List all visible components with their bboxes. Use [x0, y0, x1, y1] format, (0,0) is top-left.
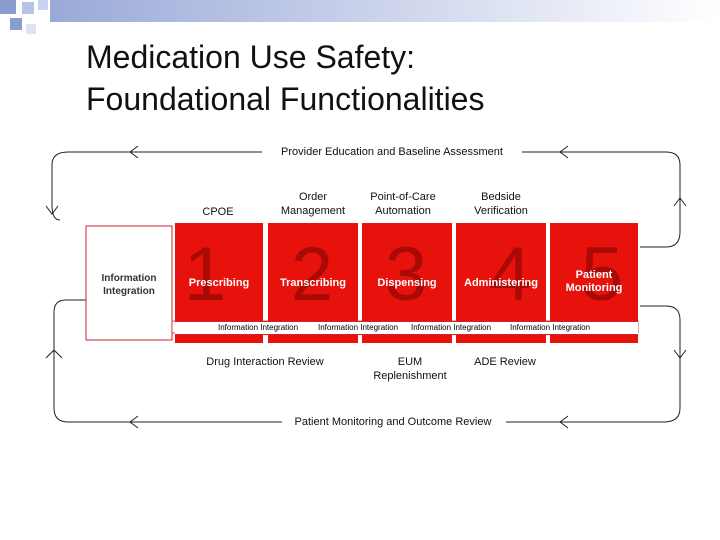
top-item-order-management: Order Management [280, 191, 346, 217]
bottom-item-drug-interaction-review: Drug Interaction Review [206, 356, 324, 368]
stage-label: Patient Monitoring [565, 269, 623, 294]
stage-label: Transcribing [279, 277, 347, 289]
left-box-label: Information Integration [101, 273, 157, 297]
top-item-point-of-care-automation: Point-of-Care Automation [370, 191, 436, 217]
stage-number: 4 [488, 232, 532, 317]
top-loop-label: Provider Education and Baseline Assessme… [281, 146, 503, 158]
stage-number: 1 [183, 232, 227, 317]
bottom-item-eum-replenishment: EUM Replenishment [373, 356, 447, 382]
stage-label: Administering [464, 277, 538, 289]
title-line-1: Medication Use Safety: [86, 39, 416, 75]
integration-label-1: Information Integration [218, 323, 299, 332]
title-line-2: Foundational Functionalities [86, 81, 485, 117]
bottom-item-ade-review: ADE Review [474, 356, 536, 368]
integration-label-2: Information Integration [318, 323, 399, 332]
integration-strip-overlay [175, 321, 638, 335]
header-gradient-bar [50, 0, 720, 22]
page-title: Medication Use Safety: Foundational Func… [86, 36, 484, 120]
top-item-bedside-verification: Bedside Verification [474, 191, 528, 217]
bottom-loop-label: Patient Monitoring and Outcome Review [294, 416, 492, 428]
loop-arrows [45, 145, 687, 429]
stage-number: 3 [384, 232, 428, 317]
integration-label-3: Information Integration [411, 323, 492, 332]
bottom-loop [53, 299, 681, 423]
information-integration-box [85, 225, 173, 341]
stage-label: Prescribing [188, 277, 250, 289]
stage-number: 2 [290, 232, 334, 317]
corner-squares [0, 0, 48, 34]
top-item-cpoe: CPOE [202, 206, 234, 218]
integration-label-4: Information Integration [510, 323, 591, 332]
stage-number: 5 [580, 232, 624, 317]
stage-label: Dispensing [377, 277, 437, 289]
